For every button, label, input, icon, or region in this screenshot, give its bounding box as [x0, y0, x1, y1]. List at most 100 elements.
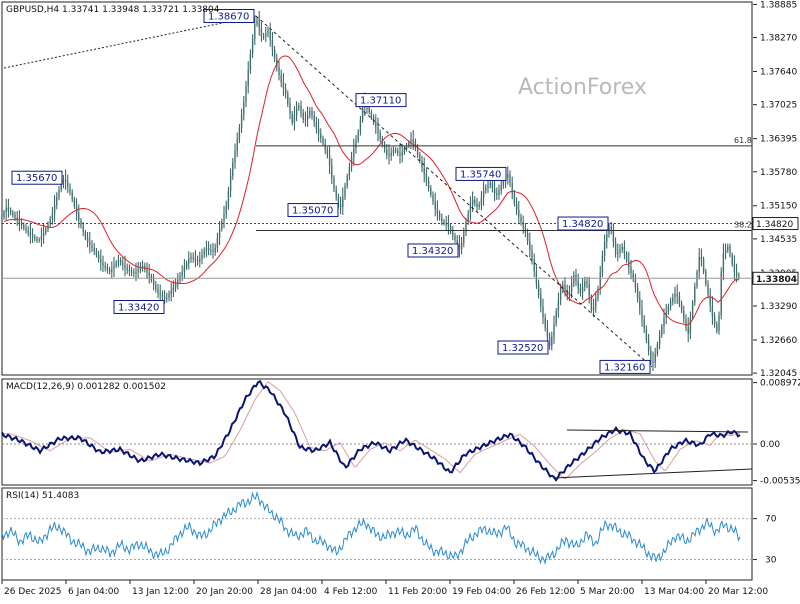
candle-body: [579, 287, 582, 293]
swing-label: 1.37110: [360, 96, 401, 107]
candle-body: [568, 291, 571, 296]
candle-body: [179, 275, 181, 280]
candle-body: [597, 289, 599, 299]
moving-average-line: [3, 55, 740, 326]
candle-body: [383, 144, 386, 150]
candle-body: [260, 28, 263, 37]
candle-body: [436, 208, 439, 214]
candle-body: [601, 255, 604, 273]
candle-body: [199, 258, 201, 262]
candle-body: [67, 181, 69, 187]
candle-body: [487, 184, 489, 188]
candle-body: [480, 197, 483, 205]
candle-body: [221, 221, 223, 229]
candle-body: [58, 189, 60, 197]
candle-body: [203, 250, 205, 255]
candle-body: [102, 262, 104, 266]
candle-body: [271, 40, 274, 50]
candle-body: [73, 199, 76, 207]
swing-label-box: [455, 166, 507, 181]
price-tick-label: 1.32660: [760, 336, 797, 346]
candle-body: [60, 184, 62, 190]
candle-body: [256, 19, 258, 25]
candle-body: [331, 165, 333, 178]
swing-label-box: [287, 203, 339, 218]
candle-body: [293, 115, 296, 123]
candle-body: [27, 230, 29, 233]
swing-label: 1.32520: [502, 343, 543, 354]
candle-body: [218, 228, 221, 239]
candle-body: [368, 107, 370, 113]
candle-body: [454, 235, 456, 241]
swing-label: 1.35070: [292, 206, 333, 217]
candle-body: [194, 258, 197, 261]
candle-body: [590, 297, 593, 311]
candle-body: [258, 19, 260, 29]
candle-body: [313, 116, 315, 123]
candle-body: [113, 265, 115, 270]
candle-body: [62, 179, 65, 185]
candle-body: [115, 262, 117, 266]
candle-body: [170, 290, 172, 295]
candle-body: [654, 353, 656, 363]
candle-body: [612, 230, 615, 242]
candle-body: [553, 323, 555, 337]
swing-label: 1.38670: [208, 12, 249, 23]
candle-body: [201, 254, 203, 259]
candle-body: [392, 149, 395, 153]
candle-body: [14, 215, 16, 218]
candle-body: [562, 284, 564, 290]
candle-body: [491, 183, 494, 189]
candle-body: [617, 252, 619, 254]
candle-body: [511, 183, 513, 194]
candle-body: [573, 274, 575, 284]
candle-body: [251, 38, 254, 54]
candle-body: [106, 267, 109, 270]
candle-body: [386, 149, 388, 155]
candle-body: [243, 102, 245, 115]
candle-body: [570, 283, 573, 292]
candle-body: [735, 272, 738, 275]
candle-body: [680, 303, 683, 311]
rsi-panel: [1, 490, 752, 565]
candle-body: [51, 213, 54, 220]
candle-body: [696, 271, 698, 287]
candle-body: [432, 194, 434, 202]
candle-body: [465, 221, 467, 233]
candle-body: [190, 257, 192, 259]
candle-body: [104, 265, 106, 268]
candle-body: [702, 259, 705, 272]
swing-label: 1.34320: [412, 246, 453, 257]
candle-body: [403, 148, 406, 153]
candle-body: [410, 139, 412, 143]
candle-body: [489, 183, 491, 185]
candle-body: [566, 290, 568, 296]
candle-body: [124, 265, 126, 269]
candle-body: [430, 187, 432, 195]
candle-body: [300, 105, 302, 113]
candle-body: [306, 115, 309, 120]
candle-body: [469, 204, 472, 214]
candle-body: [12, 212, 14, 216]
candle-body: [111, 269, 113, 272]
candle-body: [650, 350, 652, 362]
candle-body: [97, 254, 100, 259]
candle-body: [401, 152, 403, 156]
swing-label: 1.35670: [16, 173, 57, 184]
candle-body: [639, 298, 641, 309]
candle-body: [421, 160, 423, 168]
candle-body: [7, 207, 10, 211]
candle-body: [727, 246, 729, 251]
resistance-price-box: [752, 217, 799, 231]
candle-body: [38, 239, 40, 241]
macd-line: [1, 379, 741, 482]
candle-body: [733, 264, 736, 273]
time-tick-label: 11 Feb 20:00: [388, 587, 447, 597]
candle-body: [689, 317, 692, 334]
candle-body: [328, 155, 331, 166]
candle-body: [205, 248, 208, 251]
candle-body: [390, 152, 392, 156]
candle-body: [399, 153, 401, 156]
candle-body: [80, 220, 82, 227]
candle-body: [498, 190, 500, 195]
